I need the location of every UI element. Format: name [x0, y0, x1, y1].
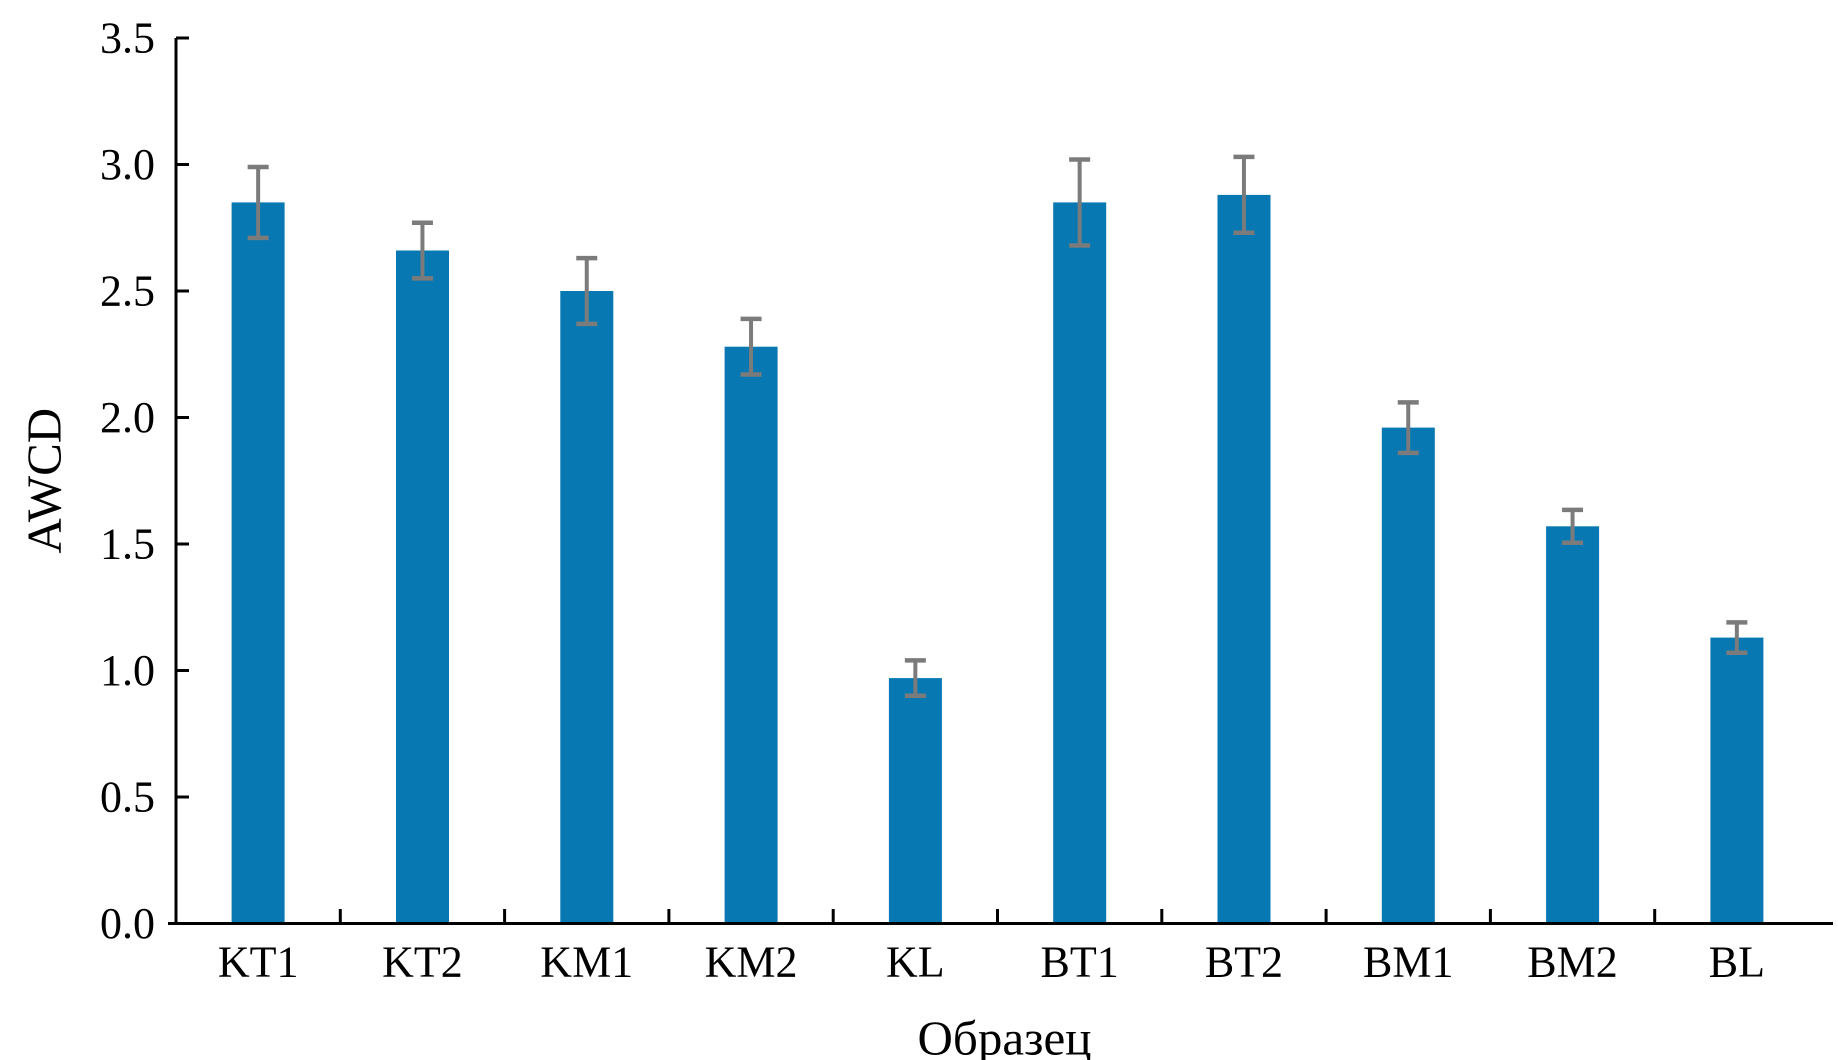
y-axis-title: AWCD	[17, 408, 72, 554]
bar-BL	[1710, 637, 1764, 924]
error-bar-KT1	[247, 164, 269, 241]
bar-BT2	[1217, 194, 1271, 924]
y-tick-label-1.0: 1.0	[100, 646, 155, 695]
error-bar-BM2	[1562, 507, 1584, 545]
bar-KM1	[560, 291, 614, 924]
x-category-label-BT2: BT2	[1205, 938, 1283, 987]
x-category-label-KL: KL	[886, 938, 945, 987]
bar-KT1	[231, 202, 285, 924]
y-tick-label-3.5: 3.5	[100, 14, 155, 63]
bar-BT1	[1053, 202, 1107, 924]
x-category-label-BT1: BT1	[1041, 938, 1119, 987]
y-tick-label-2.5: 2.5	[100, 267, 155, 316]
bar-KL	[888, 678, 942, 924]
bar-KM2	[724, 346, 778, 924]
bar-BM1	[1381, 427, 1435, 924]
x-category-label-KT1: KT1	[218, 938, 299, 987]
error-bar-KM2	[740, 316, 762, 377]
x-category-label-KT2: KT2	[382, 938, 463, 987]
error-bar-BT1	[1069, 157, 1091, 248]
x-category-label-BM2: BM2	[1527, 938, 1617, 987]
y-tick-label-1.5: 1.5	[100, 520, 155, 569]
error-bar-BL	[1726, 620, 1748, 656]
bar-BM2	[1546, 526, 1600, 924]
x-category-label-KM1: KM1	[540, 938, 633, 987]
error-bar-BM1	[1397, 400, 1419, 456]
error-bar-KM1	[576, 255, 598, 327]
y-tick-label-0.0: 0.0	[100, 899, 155, 948]
error-bar-KT2	[411, 220, 433, 281]
y-tick-label-3.0: 3.0	[100, 140, 155, 189]
error-bar-KL	[904, 658, 926, 699]
error-bar-BT2	[1233, 154, 1255, 236]
bar-KT2	[396, 250, 449, 924]
x-category-label-BL: BL	[1709, 938, 1765, 987]
x-category-label-BM1: BM1	[1363, 938, 1453, 987]
x-axis-title: Образец	[918, 1011, 1092, 1060]
y-tick-label-2.0: 2.0	[100, 393, 155, 442]
x-category-label-KM2: KM2	[705, 938, 798, 987]
y-tick-label-0.5: 0.5	[100, 773, 155, 822]
